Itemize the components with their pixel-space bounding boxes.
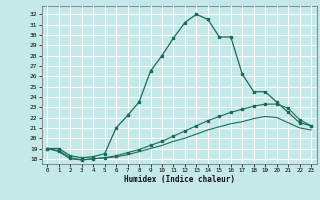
X-axis label: Humidex (Indice chaleur): Humidex (Indice chaleur) <box>124 175 235 184</box>
